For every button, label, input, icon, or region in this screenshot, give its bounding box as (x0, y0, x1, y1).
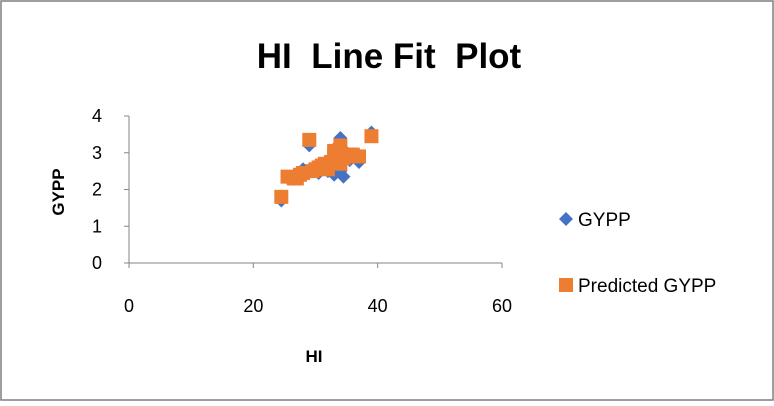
predicted-gypp-point (352, 149, 367, 164)
x-axis-title: HI (306, 347, 323, 366)
y-axis-title: GYPP (49, 168, 68, 215)
series-predicted-gypp (274, 129, 379, 204)
chart-title: HI Line Fit Plot (257, 37, 522, 76)
legend-square-marker (559, 278, 573, 292)
y-tick-label: 3 (92, 143, 102, 163)
legend: GYPP Predicted GYPP (559, 210, 716, 297)
x-tick-label: 0 (124, 296, 134, 316)
x-tick-label: 20 (243, 296, 263, 316)
legend-label: GYPP (578, 210, 631, 231)
predicted-gypp-point (302, 132, 317, 147)
predicted-gypp-point (364, 129, 379, 144)
predicted-gypp-point (274, 189, 289, 204)
y-tick-label: 1 (92, 216, 102, 236)
legend-entry: GYPP (559, 210, 631, 231)
y-tick-label: 0 (92, 253, 102, 273)
legend-diamond-marker (559, 212, 573, 226)
y-tick-label: 2 (92, 180, 102, 200)
y-tick-label: 4 (92, 106, 102, 126)
x-tick-label: 40 (368, 296, 388, 316)
data-points (274, 125, 379, 208)
legend-entry: Predicted GYPP (559, 276, 716, 297)
legend-label: Predicted GYPP (578, 276, 716, 297)
x-tick-label: 60 (492, 296, 512, 316)
gypp-point (336, 169, 351, 184)
